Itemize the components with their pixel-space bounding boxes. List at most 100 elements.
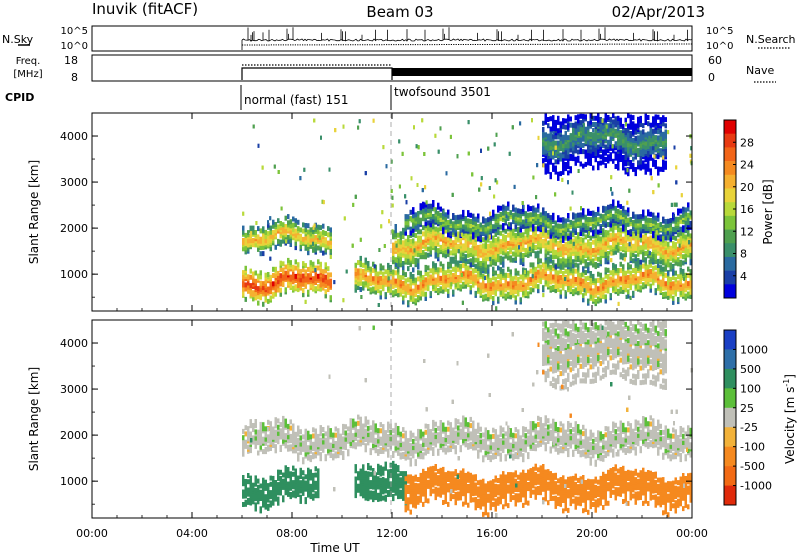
heatmap-cell bbox=[678, 243, 681, 248]
heatmap-cell bbox=[589, 217, 592, 223]
heatmap-cell bbox=[549, 285, 552, 291]
heatmap-cell bbox=[464, 216, 467, 221]
heatmap-cell bbox=[659, 222, 662, 227]
heatmap-cell bbox=[429, 268, 432, 274]
heatmap-cell bbox=[684, 253, 687, 259]
heatmap-cell bbox=[309, 243, 312, 249]
heatmap-cell bbox=[574, 115, 577, 121]
heatmap-cell bbox=[412, 238, 415, 244]
heatmap-cell bbox=[544, 167, 547, 173]
station-title: Inuvik (fitACF) bbox=[92, 0, 198, 18]
heatmap-cell bbox=[577, 284, 580, 290]
heatmap-cell bbox=[569, 141, 572, 147]
heatmap-cell bbox=[642, 224, 645, 230]
heatmap-cell bbox=[574, 213, 577, 219]
heatmap-cell bbox=[589, 113, 592, 119]
heatmap-cell bbox=[424, 185, 427, 190]
heatmap-cell bbox=[299, 227, 302, 233]
heatmap-cell bbox=[402, 240, 405, 246]
heatmap-cell bbox=[574, 262, 577, 268]
heatmap-cell bbox=[624, 241, 627, 247]
heatmap-cell bbox=[374, 279, 377, 285]
heatmap-cell bbox=[437, 149, 440, 154]
heatmap-cell bbox=[252, 225, 255, 231]
heatmap-cell bbox=[627, 127, 630, 133]
heatmap-cell bbox=[617, 124, 620, 129]
heatmap-cell bbox=[604, 232, 607, 238]
heatmap-cell bbox=[382, 271, 385, 277]
heatmap-cell bbox=[564, 149, 567, 155]
heatmap-cell bbox=[594, 157, 597, 163]
heatmap-cell bbox=[322, 269, 325, 275]
heatmap-cell bbox=[249, 233, 252, 239]
heatmap-cell bbox=[304, 275, 307, 281]
heatmap-cell bbox=[669, 254, 672, 260]
heatmap-cell bbox=[659, 139, 662, 145]
heatmap-cell bbox=[429, 245, 432, 251]
heatmap-cell bbox=[582, 142, 585, 148]
heatmap-cell bbox=[359, 237, 362, 242]
heatmap-cell bbox=[629, 270, 632, 276]
heatmap-cell bbox=[508, 151, 511, 156]
heatmap-cell bbox=[299, 273, 302, 279]
heatmap-cell bbox=[657, 235, 660, 241]
heatmap-cell bbox=[492, 250, 495, 255]
heatmap-cell bbox=[649, 126, 652, 132]
heatmap-cell bbox=[654, 153, 657, 159]
heatmap-cell bbox=[434, 217, 437, 223]
heatmap-cell bbox=[542, 226, 545, 232]
heatmap-cell bbox=[359, 287, 362, 292]
heatmap-cell bbox=[457, 231, 460, 237]
heatmap-cell bbox=[577, 250, 580, 256]
heatmap-cell bbox=[497, 284, 500, 290]
heatmap-cell bbox=[457, 214, 460, 220]
heatmap-cell bbox=[412, 274, 415, 279]
heatmap-cell bbox=[462, 271, 465, 277]
heatmap-cell bbox=[452, 266, 455, 272]
heatmap-cell bbox=[452, 277, 455, 283]
heatmap-cell bbox=[307, 229, 310, 235]
heatmap-cell bbox=[674, 276, 677, 282]
heatmap-cell bbox=[499, 255, 502, 261]
heatmap-cell bbox=[542, 120, 545, 126]
heatmap-cell bbox=[512, 219, 515, 225]
heatmap-cell bbox=[597, 113, 600, 119]
heatmap-cell bbox=[664, 272, 667, 278]
heatmap-cell bbox=[392, 234, 395, 240]
heatmap-cell bbox=[682, 283, 685, 289]
heatmap-cell bbox=[544, 215, 547, 221]
heatmap-cell bbox=[567, 239, 570, 245]
heatmap-cell bbox=[609, 222, 612, 228]
heatmap-cell bbox=[677, 284, 680, 290]
heatmap-cell bbox=[359, 268, 362, 274]
heatmap-cell bbox=[542, 207, 545, 213]
heatmap-cell bbox=[531, 274, 534, 279]
heatmap-cell bbox=[517, 270, 520, 276]
heatmap-cell bbox=[512, 236, 515, 242]
heatmap-cell bbox=[472, 249, 475, 255]
heatmap-cell bbox=[599, 226, 602, 232]
heatmap-cell bbox=[587, 143, 590, 149]
heatmap-cell bbox=[652, 272, 655, 278]
heatmap-cell bbox=[529, 226, 532, 232]
heatmap-cell bbox=[612, 158, 615, 164]
heatmap-cell bbox=[584, 149, 587, 155]
heatmap-cell bbox=[402, 274, 405, 280]
heatmap-cell bbox=[304, 239, 307, 245]
heatmap-cell bbox=[514, 251, 517, 257]
heatmap-cell bbox=[619, 155, 622, 160]
heatmap-cell bbox=[539, 212, 542, 218]
heatmap-cell bbox=[394, 289, 397, 294]
heatmap-cell bbox=[552, 241, 555, 247]
heatmap-cell bbox=[572, 263, 575, 269]
heatmap-cell bbox=[354, 262, 357, 268]
heatmap-cell bbox=[407, 283, 410, 289]
heatmap-cell bbox=[477, 244, 480, 250]
heatmap-cell bbox=[527, 204, 530, 210]
heatmap-cell bbox=[494, 178, 497, 183]
heatmap-cell bbox=[504, 228, 507, 234]
heatmap-cell bbox=[524, 211, 527, 217]
heatmap-cell bbox=[324, 289, 327, 295]
heatmap-cell bbox=[509, 230, 512, 236]
heatmap-cell bbox=[537, 207, 540, 213]
